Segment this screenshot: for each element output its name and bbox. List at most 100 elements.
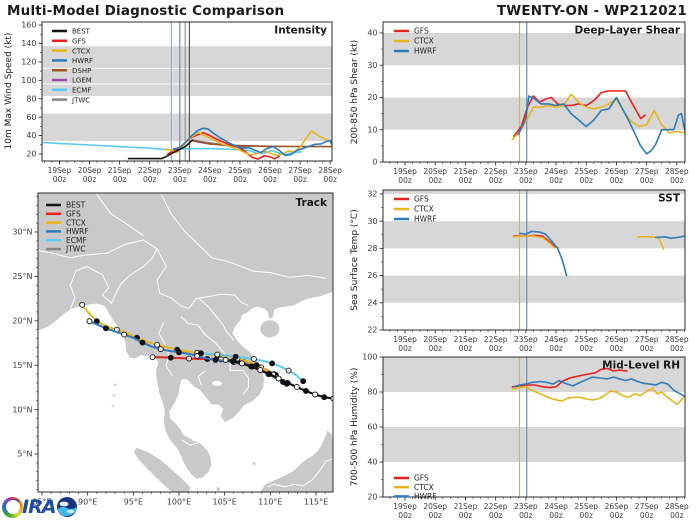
small-island [112, 394, 116, 397]
intensity-shaded-band [42, 68, 332, 84]
sst-shaded-band [383, 275, 685, 303]
shear-xtick-day: 24Sep [544, 167, 568, 176]
lake-tonle-sap [211, 381, 222, 386]
track-marker-hwrf [102, 325, 109, 332]
track-lon-label: 95°E [124, 498, 143, 507]
sst-legend-item-gfs: GFS [394, 195, 429, 204]
intensity-legend-item-best: BEST [52, 28, 91, 36]
shear-ylabel: 200-850 hPa Shear (kt) [350, 40, 360, 144]
rh-xtick-day: 23Sep [514, 502, 538, 511]
shear-xtick-hour: 00z [429, 176, 443, 185]
rh-panel-label: Mid-Level RH [602, 360, 680, 372]
intensity-xtick-day: 23Sep [168, 166, 192, 175]
track-marker-hwrf [86, 318, 93, 325]
shear-panel-label: Deep-Layer Shear [574, 25, 680, 37]
intensity-legend-label: LGEM [72, 77, 92, 85]
shear-xtick-hour: 00z [640, 176, 654, 185]
intensity-xtick-day: 26Sep [258, 166, 282, 175]
rh-shaded-band [383, 427, 685, 462]
track-marker-gfs [186, 355, 192, 362]
track-marker-best [257, 367, 264, 374]
track-legend-item-hwrf: HWRF [46, 227, 89, 236]
shear-legend-label: CTCX [414, 37, 434, 46]
rh-series-gfs [511, 367, 628, 389]
intensity-ytick-label: 40 [26, 131, 36, 140]
intensity-xtick-day: 19Sep [48, 166, 72, 175]
intensity-legend-label: HWRF [72, 57, 93, 65]
shear-xtick-day: 22Sep [484, 167, 508, 176]
sst-ytick-label: 22 [367, 326, 377, 335]
sst-frame [382, 189, 686, 331]
shear-legend-label: GFS [414, 27, 429, 36]
track-marker-best [222, 356, 229, 363]
track-marker-hwrf [212, 356, 219, 363]
track-lat-label: 10°N [12, 405, 32, 414]
track-marker-gfs [149, 354, 156, 361]
track-lon-label: 110°E [258, 498, 282, 507]
sst-legend-item-hwrf: HWRF [394, 215, 437, 224]
intensity-ytick-label: 80 [26, 94, 36, 103]
rh-xtick-day: 19Sep [393, 502, 417, 511]
sst-series-hwrf [519, 230, 568, 277]
intensity-xtick-hour: 00z [263, 175, 277, 184]
rh-series-group [511, 367, 685, 406]
rh-xtick-hour: 00z [580, 511, 594, 520]
track-lat-label: 25°N [12, 272, 32, 281]
rh-xtick-hour: 00z [610, 511, 624, 520]
intensity-legend-label: CTCX [72, 47, 91, 55]
sst-xtick-day: 26Sep [605, 335, 629, 344]
track-marker-hwrf [157, 346, 164, 353]
intensity-shaded-band [42, 46, 332, 68]
intensity-legend-label: DSHP [72, 67, 91, 75]
intensity-series-ctcx [163, 130, 332, 157]
intensity-xtick-day: 28Sep [318, 166, 342, 175]
rh-ylabel: 700-500 hPa Humidity (%) [350, 368, 360, 487]
intensity-legend-item-ctcx: CTCX [52, 47, 91, 55]
intensity-legend-item-jtwc: JTWC [52, 96, 90, 104]
track-legend-label: GFS [66, 210, 81, 219]
intensity-xtick-hour: 00z [323, 175, 337, 184]
shear-series-gfs [513, 90, 646, 137]
intensity-legend-label: BEST [72, 28, 91, 36]
shear-frame [382, 21, 686, 163]
rh-ytick-label: 60 [367, 423, 377, 432]
shear-series-group [511, 90, 685, 155]
rh-xtick-day: 26Sep [605, 502, 629, 511]
panel-intensity: 2040608010012014016019Sep00z20Sep00z21Se… [4, 21, 342, 184]
rh-xtick-day: 27Sep [635, 502, 659, 511]
intensity-legend-label: JTWC [71, 96, 90, 104]
country-border [267, 458, 333, 488]
track-legend-item-ecmf: ECMF [46, 236, 87, 245]
shear-xtick-day: 20Sep [423, 167, 447, 176]
track-marker-hwrf [139, 339, 146, 346]
intensity-shaded-band [42, 113, 332, 142]
shear-xtick-hour: 00z [489, 176, 503, 185]
track-marker-best [266, 371, 273, 378]
rh-xtick-hour: 00z [459, 511, 473, 520]
sst-ytick-label: 30 [367, 217, 377, 226]
intensity-ytick-label: 100 [21, 76, 36, 85]
track-marker-ctcx [79, 301, 86, 308]
track-marker-best [330, 395, 333, 402]
rh-ytick-label: 40 [367, 458, 377, 467]
sst-xtick-hour: 00z [670, 344, 684, 353]
intensity-shaded-band [42, 84, 332, 96]
sst-xtick-hour: 00z [580, 344, 594, 353]
shear-ytick-label: 40 [367, 29, 377, 38]
shear-xtick-hour: 00z [580, 176, 594, 185]
track-marker-best [302, 388, 309, 394]
sst-series-ctcx [636, 236, 665, 250]
sst-xtick-day: 28Sep [665, 335, 689, 344]
map-area [38, 193, 333, 492]
cira-logo-c: C [5, 495, 19, 518]
intensity-xtick-hour: 00z [203, 175, 217, 184]
shear-shaded-band [383, 97, 685, 130]
rh-legend-label: GFS [414, 474, 429, 483]
intensity-ytick-label: 160 [21, 21, 36, 30]
shear-xtick-day: 19Sep [393, 167, 417, 176]
rh-xtick-hour: 00z [640, 511, 654, 520]
intensity-panel-label: Intensity [274, 25, 327, 37]
intensity-xtick-hour: 00z [143, 175, 157, 184]
intensity-series-group [42, 127, 332, 160]
